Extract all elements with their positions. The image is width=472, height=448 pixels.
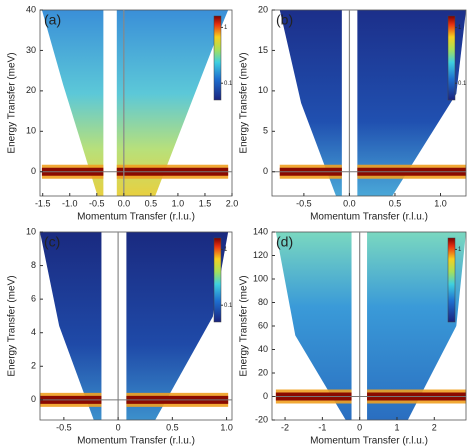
y-tick-label: 4 xyxy=(31,327,36,337)
x-tick-label: 0.0 xyxy=(343,198,356,208)
heatmap xyxy=(40,232,229,420)
x-tick-label: 1.0 xyxy=(434,198,447,208)
x-axis-label: Momentum Transfer (r.l.u.) xyxy=(310,436,428,447)
colorbar-tick-label: 0.1 xyxy=(458,81,467,87)
x-tick-label: -0.5 xyxy=(56,422,72,432)
y-tick-label: 10 xyxy=(26,126,36,136)
colorbar xyxy=(447,237,456,323)
colorbar-tick-label: 1 xyxy=(458,25,462,31)
y-tick-label: 80 xyxy=(258,297,268,307)
x-axis-label: Momentum Transfer (r.l.u.) xyxy=(77,212,195,223)
y-axis-label: Energy Transfer (meV) xyxy=(239,52,250,153)
intensity-wedge xyxy=(367,232,466,420)
heatmap xyxy=(41,10,229,196)
plot-frame xyxy=(39,231,233,421)
y-tick-label: 20 xyxy=(26,85,36,95)
y-tick-label: 100 xyxy=(253,273,268,283)
x-tick-label: 1.0 xyxy=(172,198,185,208)
y-tick-label: 8 xyxy=(31,260,36,270)
x-tick-label: 0 xyxy=(357,422,362,432)
heatmap xyxy=(279,10,466,196)
y-tick-label: 5 xyxy=(263,126,268,136)
y-axis-label: Energy Transfer (meV) xyxy=(7,275,18,376)
panel-label: (b) xyxy=(276,12,293,28)
intensity-wedge xyxy=(275,232,352,420)
y-tick-label: 30 xyxy=(26,45,36,55)
x-tick-label: -0.5 xyxy=(296,198,312,208)
panel: -1.5 -1.0 -0.5 0.0 0.5 1.0 1.5 2.0 0 10 20 30 40 Mome… xyxy=(7,4,239,222)
x-tick-label: 1 xyxy=(394,422,399,432)
y-tick-label: 10 xyxy=(258,85,268,95)
intensity-wedge xyxy=(41,10,104,196)
y-tick-label: 2 xyxy=(31,361,36,371)
x-tick-label: 1.5 xyxy=(199,198,212,208)
colorbar-tick-label: 0.1 xyxy=(224,81,233,87)
colorbar-tick-label: 1 xyxy=(224,25,228,31)
x-tick-label: -1.5 xyxy=(35,198,51,208)
plot-frame xyxy=(271,9,467,197)
x-tick-label: -1.0 xyxy=(62,198,78,208)
heatmap xyxy=(275,232,466,420)
panel-label: (d) xyxy=(276,234,293,250)
y-axis-label: Energy Transfer (meV) xyxy=(7,52,18,153)
x-tick-label: 2.0 xyxy=(226,198,239,208)
intensity-wedge xyxy=(116,10,229,196)
x-axis-label: Momentum Transfer (r.l.u.) xyxy=(310,212,428,223)
intensity-wedge xyxy=(126,232,229,420)
intensity-wedge xyxy=(357,10,466,196)
y-tick-label: 0 xyxy=(31,394,36,404)
panel-label: (c) xyxy=(44,234,60,250)
colorbar xyxy=(213,237,222,323)
y-tick-label: 40 xyxy=(26,4,36,14)
y-tick-label: 15 xyxy=(258,45,268,55)
y-tick-label: 120 xyxy=(253,250,268,260)
colorbar-tick-label: 1 xyxy=(458,247,462,253)
x-tick-label: 2 xyxy=(432,422,437,432)
x-axis-label: Momentum Transfer (r.l.u.) xyxy=(77,436,195,447)
x-tick-label: 0.5 xyxy=(389,198,402,208)
x-tick-label: 1.0 xyxy=(220,422,233,432)
plot-frame xyxy=(39,9,233,197)
x-tick-label: 0.5 xyxy=(166,422,179,432)
y-tick-label: 20 xyxy=(258,4,268,14)
y-tick-label: 60 xyxy=(258,320,268,330)
colorbar xyxy=(447,15,456,101)
colorbar-tick-label: 0.1 xyxy=(224,303,233,309)
x-tick-label: -0.5 xyxy=(89,198,105,208)
intensity-wedge xyxy=(279,10,342,196)
x-tick-label: 0.5 xyxy=(145,198,158,208)
x-tick-label: 0 xyxy=(116,422,121,432)
panel: -2 -1 0 1 2 -20 0 20 40 60 80 100 120 140 Momentum Tra… xyxy=(239,226,467,447)
y-tick-label: 0 xyxy=(31,166,36,176)
y-tick-label: 40 xyxy=(258,344,268,354)
y-axis-label: Energy Transfer (meV) xyxy=(239,275,250,376)
y-tick-label: 0 xyxy=(263,391,268,401)
colorbar-tick-label: 1 xyxy=(224,247,228,253)
x-tick-label: -1 xyxy=(318,422,326,432)
y-tick-label: 20 xyxy=(258,367,268,377)
y-tick-label: -20 xyxy=(255,414,268,424)
colorbar xyxy=(213,15,222,101)
y-tick-label: 140 xyxy=(253,226,268,236)
y-tick-label: 10 xyxy=(26,226,36,236)
y-tick-label: 0 xyxy=(263,166,268,176)
y-tick-label: 6 xyxy=(31,294,36,304)
panel-label: (a) xyxy=(44,12,61,28)
panel: -0.5 0.0 0.5 1.0 0 5 10 15 20 Momentum Transfer (… xyxy=(239,4,467,222)
x-tick-label: -2 xyxy=(281,422,289,432)
x-tick-label: 0.0 xyxy=(118,198,131,208)
intensity-wedge xyxy=(40,232,102,420)
panel: -0.5 0 0.5 1.0 0 2 4 6 8 10 Momentum Transfer (r.l… xyxy=(7,226,233,446)
